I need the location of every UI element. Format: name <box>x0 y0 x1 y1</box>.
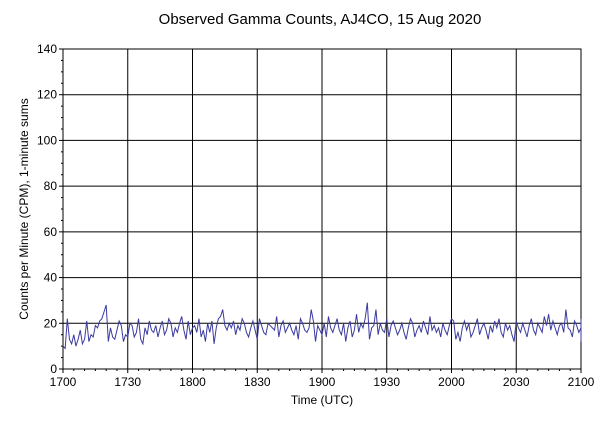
y-axis-label: Counts per Minute (CPM), 1-minute sums <box>17 98 31 319</box>
y-tick-labels: 0 20 40 60 80 100 120 140 <box>37 42 57 376</box>
y-tick-label: 120 <box>37 88 57 102</box>
x-tick-label: 2100 <box>568 375 595 389</box>
y-tick-label: 40 <box>44 271 58 285</box>
x-tick-label: 1900 <box>309 375 336 389</box>
y-tick-label: 20 <box>44 316 58 330</box>
x-axis-label: Time (UTC) <box>291 393 353 407</box>
y-tick-label: 100 <box>37 133 57 147</box>
x-tick-label: 1730 <box>114 375 141 389</box>
x-tick-label: 1930 <box>373 375 400 389</box>
y-tick-label: 140 <box>37 42 57 56</box>
x-tick-labels: 1700 1730 1800 1830 1900 1930 2000 2030 2100 <box>50 375 595 389</box>
x-tick-label: 2000 <box>438 375 465 389</box>
x-tick-label: 2030 <box>503 375 530 389</box>
series-line-gamma-counts <box>62 302 582 350</box>
plot-frame <box>62 48 582 370</box>
y-tick-label: 60 <box>44 225 58 239</box>
x-tick-label: 1700 <box>50 375 77 389</box>
y-tick-label: 80 <box>44 179 58 193</box>
grid-lines <box>63 49 581 369</box>
x-tick-label: 1830 <box>244 375 271 389</box>
x-tick-label: 1800 <box>179 375 206 389</box>
chart-title: Observed Gamma Counts, AJ4CO, 15 Aug 202… <box>159 11 482 28</box>
y-tick-label: 0 <box>50 362 57 376</box>
